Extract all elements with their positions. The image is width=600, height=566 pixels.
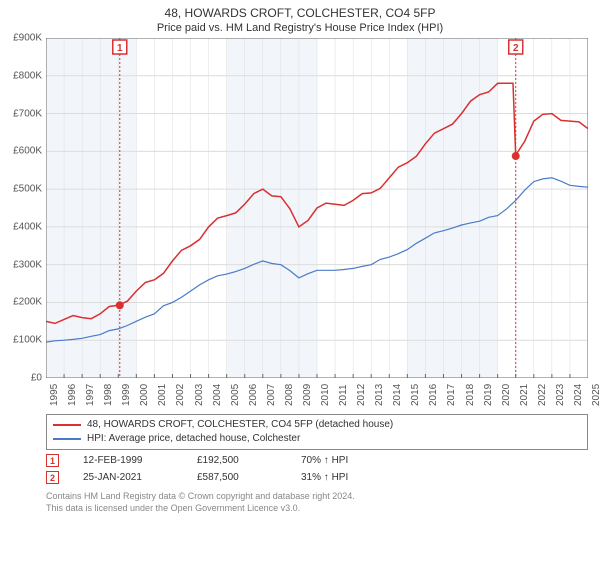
x-tick-label: 2002 (175, 384, 186, 406)
x-tick-label: 2016 (428, 384, 439, 406)
x-tick-label: 2019 (483, 384, 494, 406)
svg-text:2: 2 (513, 43, 519, 54)
chart-svg: 12 (46, 38, 588, 378)
sale-marker-icon: 2 (46, 471, 59, 484)
x-tick-label: 2004 (212, 384, 223, 406)
x-tick-label: 2009 (302, 384, 313, 406)
sale-date: 25-JAN-2021 (83, 472, 173, 483)
x-tick-label: 2020 (501, 384, 512, 406)
y-tick-label: £600K (13, 146, 46, 157)
legend-label: HPI: Average price, detached house, Colc… (87, 432, 300, 446)
legend-label: 48, HOWARDS CROFT, COLCHESTER, CO4 5FP (… (87, 418, 393, 432)
x-tick-label: 2024 (573, 384, 584, 406)
x-tick-label: 2012 (356, 384, 367, 406)
x-tick-label: 2010 (320, 384, 331, 406)
legend-item: HPI: Average price, detached house, Colc… (53, 432, 581, 446)
page-title: 48, HOWARDS CROFT, COLCHESTER, CO4 5FP (0, 6, 600, 20)
x-tick-label: 2007 (266, 384, 277, 406)
y-tick-label: £700K (13, 108, 46, 119)
legend-swatch (53, 424, 81, 426)
sales-list: 1 12-FEB-1999 £192,500 70% ↑ HPI 2 25-JAN-202… (0, 454, 600, 484)
chart-container: 48, HOWARDS CROFT, COLCHESTER, CO4 5FP P… (0, 6, 600, 566)
y-tick-label: £800K (13, 70, 46, 81)
y-tick-label: £300K (13, 259, 46, 270)
x-tick-label: 2023 (555, 384, 566, 406)
sale-row: 2 25-JAN-2021 £587,500 31% ↑ HPI (46, 471, 588, 484)
sale-row: 1 12-FEB-1999 £192,500 70% ↑ HPI (46, 454, 588, 467)
x-tick-label: 1997 (85, 384, 96, 406)
x-tick-label: 2005 (230, 384, 241, 406)
y-tick-label: £0 (31, 373, 46, 384)
x-axis-labels: 1995 1996 1997 1998 1999 2000 2001 2002 2003 2004… (46, 378, 588, 412)
y-tick-label: £500K (13, 184, 46, 195)
x-tick-label: 1998 (103, 384, 114, 406)
y-tick-label: £900K (13, 33, 46, 44)
x-tick-label: 2021 (519, 384, 530, 406)
sale-date: 12-FEB-1999 (83, 455, 173, 466)
x-tick-label: 2022 (537, 384, 548, 406)
x-tick-label: 2000 (139, 384, 150, 406)
sale-price: £192,500 (197, 455, 277, 466)
svg-text:1: 1 (117, 43, 123, 54)
sale-pct: 31% ↑ HPI (301, 472, 348, 483)
footnote-line: This data is licensed under the Open Gov… (46, 502, 588, 514)
legend-swatch (53, 438, 81, 440)
footnote-line: Contains HM Land Registry data © Crown c… (46, 490, 588, 502)
x-tick-label: 1996 (67, 384, 78, 406)
sale-pct: 70% ↑ HPI (301, 455, 348, 466)
chart-area: 12 £0£100K£200K£300K£400K£500K£600K£700K… (46, 38, 588, 378)
x-tick-label: 2008 (284, 384, 295, 406)
x-tick-label: 2003 (194, 384, 205, 406)
legend-item: 48, HOWARDS CROFT, COLCHESTER, CO4 5FP (… (53, 418, 581, 432)
x-tick-label: 2015 (410, 384, 421, 406)
sale-price: £587,500 (197, 472, 277, 483)
y-tick-label: £400K (13, 221, 46, 232)
x-tick-label: 2017 (446, 384, 457, 406)
footnote: Contains HM Land Registry data © Crown c… (46, 490, 588, 514)
x-tick-label: 1995 (49, 384, 60, 406)
y-tick-label: £200K (13, 297, 46, 308)
x-tick-label: 2025 (591, 384, 600, 406)
x-tick-label: 2011 (338, 384, 349, 406)
x-tick-label: 2013 (374, 384, 385, 406)
x-tick-label: 2018 (465, 384, 476, 406)
x-tick-label: 2001 (157, 384, 168, 406)
x-tick-label: 1999 (121, 384, 132, 406)
page-subtitle: Price paid vs. HM Land Registry's House … (0, 22, 600, 34)
y-tick-label: £100K (13, 335, 46, 346)
legend: 48, HOWARDS CROFT, COLCHESTER, CO4 5FP (… (46, 414, 588, 450)
x-tick-label: 2006 (248, 384, 259, 406)
sale-marker-icon: 1 (46, 454, 59, 467)
x-tick-label: 2014 (392, 384, 403, 406)
